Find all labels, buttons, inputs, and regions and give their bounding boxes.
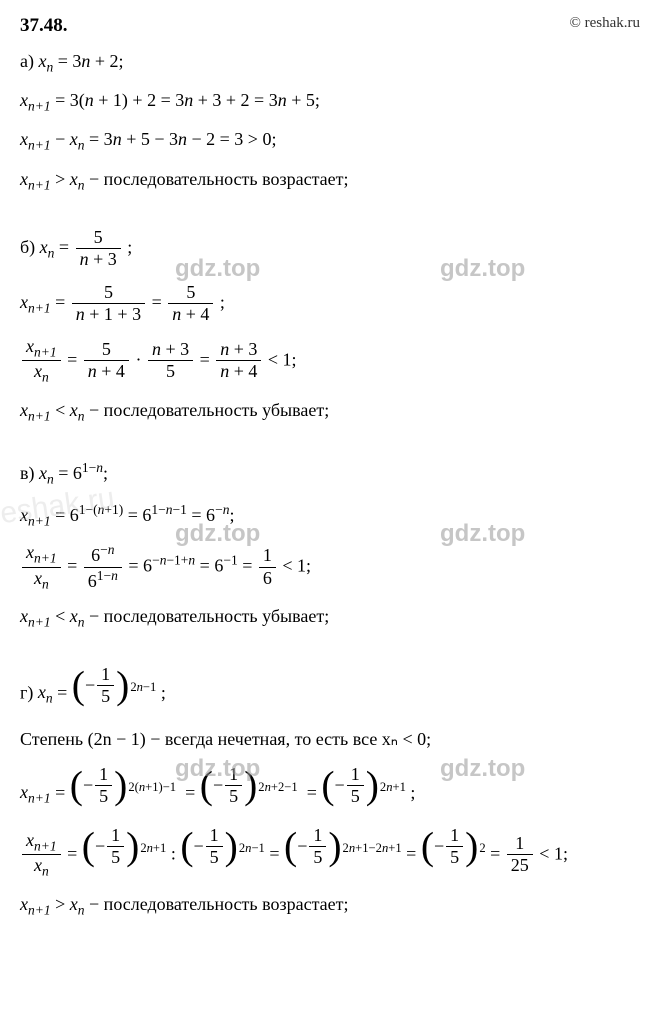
- copyright: © reshak.ru: [569, 15, 640, 32]
- eq-b4: xn+1 < xn − последовательность убывает;: [20, 396, 640, 427]
- part-b: б) xn = 5n + 3 ; xn+1 = 5n + 1 + 3 = 5n …: [20, 226, 640, 428]
- eq-c1: в) xn = 61−n;: [20, 457, 640, 490]
- eq-c4: xn+1 < xn − последовательность убывает;: [20, 602, 640, 633]
- eq-b3: xn+1xn = 5n + 4 · n + 35 = n + 3n + 4 < …: [20, 336, 640, 387]
- eq-c3: xn+1xn = 6−n61−n = 6−n−1+n = 6−1 = 16 < …: [20, 542, 640, 593]
- part-d: г) xn = (−15)2n−1 ; Степень (2n − 1) − в…: [20, 664, 640, 922]
- eq-c2: xn+1 = 61−(n+1) = 61−n−1 = 6−n;: [20, 499, 640, 532]
- eq-d2: xn+1 = (−15)2(n+1)−1 = (−15)2n+2−1 = (−1…: [20, 764, 640, 815]
- eq-d4: xn+1 > xn − последовательность возрастае…: [20, 890, 640, 921]
- eq-b2: xn+1 = 5n + 1 + 3 = 5n + 4 ;: [20, 281, 640, 326]
- eq-a2: xn+1 = 3(n + 1) + 2 = 3n + 3 + 2 = 3n + …: [20, 86, 640, 117]
- eq-b1: б) xn = 5n + 3 ;: [20, 226, 640, 271]
- eq-d3: xn+1xn = (−15)2n+1 : (−15)2n−1 = (−15)2n…: [20, 825, 640, 880]
- problem-number: 37.48.: [20, 15, 68, 37]
- eq-a4: xn+1 > xn − последовательность возрастае…: [20, 165, 640, 196]
- part-c: в) xn = 61−n; xn+1 = 61−(n+1) = 61−n−1 =…: [20, 457, 640, 633]
- header: 37.48. © reshak.ru: [20, 15, 640, 37]
- eq-d1: г) xn = (−15)2n−1 ;: [20, 664, 640, 715]
- eq-a3: xn+1 − xn = 3n + 5 − 3n − 2 = 3 > 0;: [20, 125, 640, 156]
- eq-d-text: Степень (2n − 1) − всегда нечетная, то е…: [20, 725, 640, 754]
- eq-a1: а) xn = 3n + 2;: [20, 47, 640, 78]
- part-a: а) xn = 3n + 2; xn+1 = 3(n + 1) + 2 = 3n…: [20, 47, 640, 196]
